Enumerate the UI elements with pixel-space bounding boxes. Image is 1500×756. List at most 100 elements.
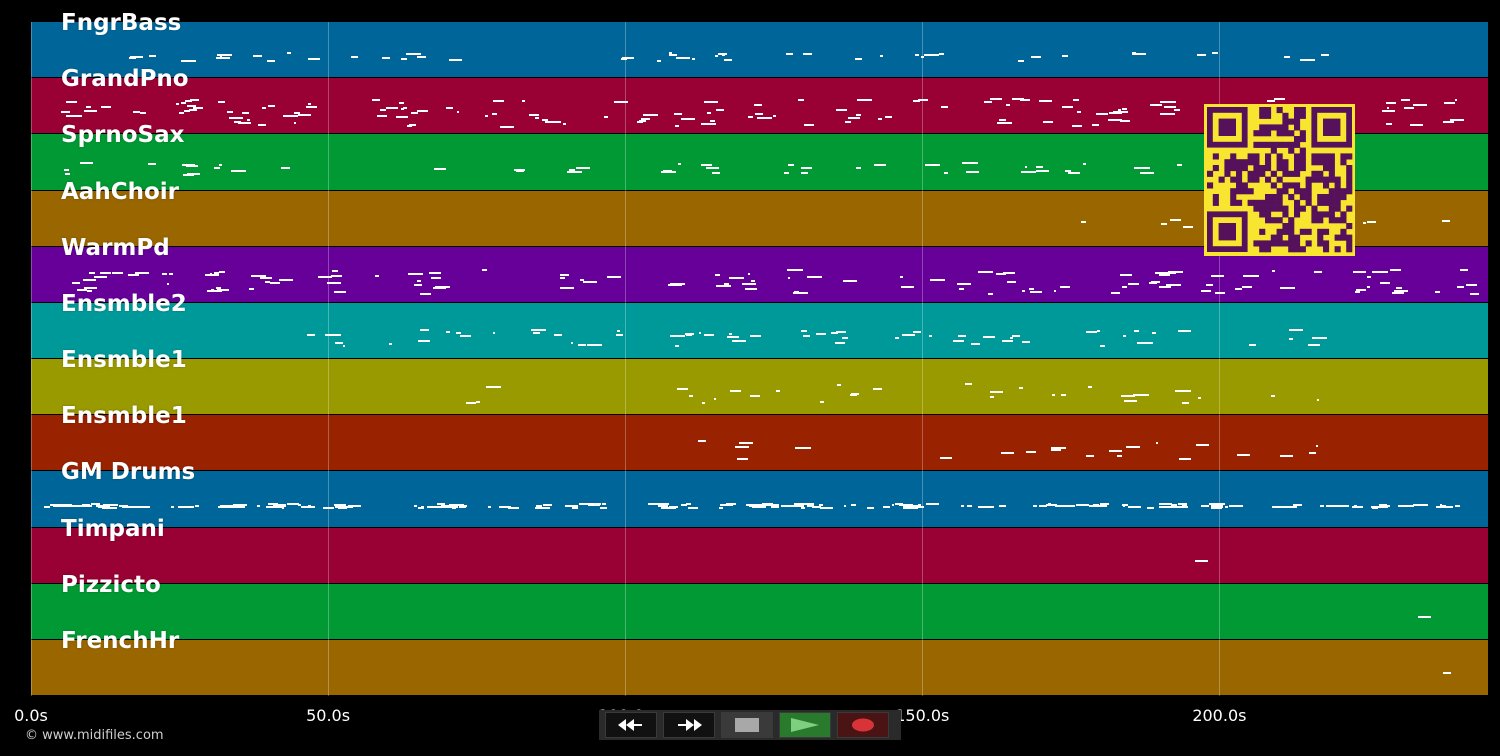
midi-note [669,54,678,57]
midi-note [1312,337,1328,340]
midi-note [1151,281,1160,284]
midi-note [894,336,899,339]
midi-note [1316,399,1319,402]
midi-note [752,506,767,509]
midi-note [1164,105,1176,108]
midi-note [804,124,814,127]
midi-note [815,332,827,335]
track-lane[interactable] [31,528,1488,583]
midi-note [1441,219,1451,222]
midi-note [1018,59,1024,62]
midi-note [658,503,669,506]
track-name: FrenchHr [61,628,180,654]
midi-note [962,162,978,165]
midi-note [639,120,647,123]
midi-note [854,58,863,61]
midi-note [215,287,221,290]
midi-note [607,275,621,278]
track-lane[interactable] [31,415,1488,470]
track-lane[interactable] [31,359,1488,414]
midi-note [800,330,807,333]
midi-note [1036,165,1044,168]
midi-note [1399,505,1415,508]
midi-note [844,504,847,507]
midi-note [901,333,915,336]
midi-note [1048,503,1052,506]
midi-note [1182,225,1194,228]
midi-note [680,118,696,121]
midi-note [641,117,651,120]
midi-note [835,341,845,344]
midi-note [1075,503,1090,506]
midi-note [928,334,933,337]
midi-note [784,172,789,175]
midi-note [1387,106,1390,109]
midi-note [1161,222,1167,225]
midi-note [65,115,82,118]
midi-note [1394,290,1409,293]
midi-note [912,100,921,103]
track-lane[interactable] [31,303,1488,358]
midi-note [1211,52,1218,55]
midi-note [899,503,914,506]
midi-note [1120,394,1135,397]
midi-note [1011,334,1020,337]
midi-note [1064,169,1071,172]
midi-note [81,504,87,507]
midi-note [583,281,597,283]
midi-note [283,115,299,118]
midi-note [1353,270,1367,273]
midi-note [999,118,1007,121]
midi-note [701,163,712,166]
midi-note [294,121,297,124]
midi-note [238,121,251,124]
midi-note [737,458,748,461]
record-button[interactable] [837,712,889,738]
midi-note [925,164,941,167]
midi-note [1126,446,1141,449]
track-lane[interactable] [31,247,1488,302]
midi-note [178,506,194,509]
track-lane[interactable] [31,640,1488,695]
midi-note [983,335,996,338]
midi-note [1170,503,1177,506]
midi-note [780,504,794,507]
gridline [1219,22,1221,696]
time-tick-label: 150.0s [895,706,950,725]
midi-note [1113,110,1129,113]
midi-note [1119,274,1133,277]
play-button[interactable] [779,712,831,738]
midi-note [1122,334,1127,337]
midi-note [101,506,117,509]
track-lane[interactable] [31,584,1488,639]
midi-note [239,169,246,172]
midi-note [1122,286,1127,289]
midi-note [675,56,691,59]
midi-note [675,125,679,128]
midi-note [493,99,504,102]
rewind-button[interactable] [605,712,657,738]
midi-note [1248,343,1257,346]
midi-note [1169,219,1181,222]
midi-note [762,504,779,507]
midi-note [837,384,841,387]
midi-note [1198,397,1202,400]
midi-note [1010,336,1013,339]
midi-note [1160,101,1177,104]
midi-note [1456,286,1464,289]
track-lane[interactable] [31,471,1488,527]
midi-note [1178,458,1192,461]
track-lane[interactable] [31,22,1488,77]
midi-note [1026,451,1037,454]
midi-note [456,332,461,335]
midi-note [399,102,404,105]
midi-note [751,334,761,337]
midi-note [720,504,734,507]
midi-note [325,334,342,337]
midi-note [1403,107,1415,110]
midi-note [440,505,456,508]
midi-note [347,505,361,508]
stop-button[interactable] [721,712,773,738]
midi-note [1299,58,1315,61]
fast-forward-button[interactable] [663,712,715,738]
